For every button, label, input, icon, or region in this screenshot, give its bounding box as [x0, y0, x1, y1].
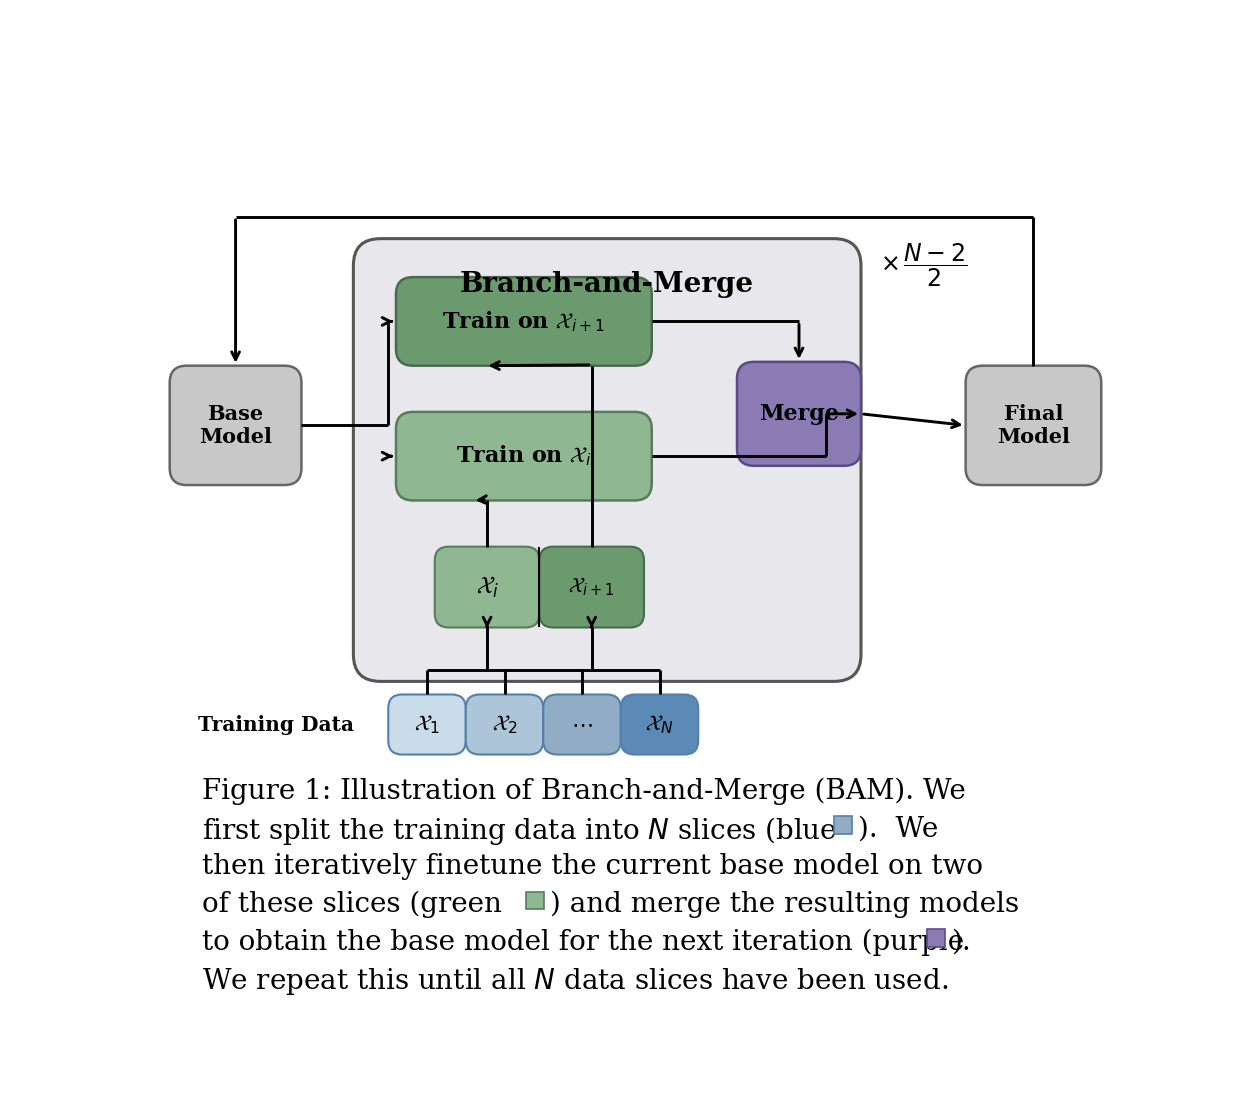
Text: $\mathcal{X}_N$: $\mathcal{X}_N$ — [645, 713, 674, 735]
FancyBboxPatch shape — [927, 930, 944, 947]
FancyBboxPatch shape — [540, 547, 644, 627]
Text: Merge: Merge — [759, 403, 839, 425]
Text: Branch-and-Merge: Branch-and-Merge — [460, 271, 754, 298]
Text: $\mathcal{X}_2$: $\mathcal{X}_2$ — [492, 713, 517, 735]
Text: Base
Model: Base Model — [199, 404, 272, 448]
FancyBboxPatch shape — [389, 694, 466, 754]
FancyBboxPatch shape — [396, 277, 652, 366]
Text: ).: ). — [951, 929, 971, 955]
Text: Train on $\mathcal{X}_{i+1}$: Train on $\mathcal{X}_{i+1}$ — [442, 309, 606, 334]
FancyBboxPatch shape — [526, 892, 545, 910]
FancyBboxPatch shape — [621, 694, 698, 754]
Text: Figure 1: Illustration of Branch-and-Merge (BAM). We: Figure 1: Illustration of Branch-and-Mer… — [202, 778, 966, 805]
FancyBboxPatch shape — [543, 694, 621, 754]
FancyBboxPatch shape — [834, 816, 852, 834]
FancyBboxPatch shape — [169, 366, 302, 485]
Text: $\mathcal{X}_1$: $\mathcal{X}_1$ — [414, 713, 440, 735]
Text: ).  We: ). We — [858, 816, 938, 843]
Text: of these slices (green: of these slices (green — [202, 891, 502, 918]
FancyBboxPatch shape — [435, 547, 540, 627]
FancyBboxPatch shape — [966, 366, 1101, 485]
FancyBboxPatch shape — [396, 412, 652, 500]
Text: $\times\,\dfrac{N-2}{2}$: $\times\,\dfrac{N-2}{2}$ — [881, 242, 968, 289]
FancyBboxPatch shape — [466, 694, 543, 754]
Text: Train on $\mathcal{X}_i$: Train on $\mathcal{X}_i$ — [456, 444, 592, 469]
Text: to obtain the base model for the next iteration (purple: to obtain the base model for the next it… — [202, 929, 964, 956]
Text: $\cdots$: $\cdots$ — [571, 713, 593, 735]
FancyBboxPatch shape — [354, 239, 861, 682]
Text: $\mathcal{X}_i$: $\mathcal{X}_i$ — [476, 575, 498, 599]
Text: first split the training data into $N$ slices (blue: first split the training data into $N$ s… — [202, 816, 837, 847]
Text: $\mathcal{X}_{i+1}$: $\mathcal{X}_{i+1}$ — [568, 576, 616, 598]
Text: ) and merge the resulting models: ) and merge the resulting models — [551, 891, 1019, 918]
Text: Training Data: Training Data — [198, 714, 354, 734]
FancyBboxPatch shape — [736, 362, 861, 465]
Text: Final
Model: Final Model — [997, 404, 1070, 448]
Text: then iteratively finetune the current base model on two: then iteratively finetune the current ba… — [202, 853, 983, 881]
Text: We repeat this until all $N$ data slices have been used.: We repeat this until all $N$ data slices… — [202, 966, 948, 998]
